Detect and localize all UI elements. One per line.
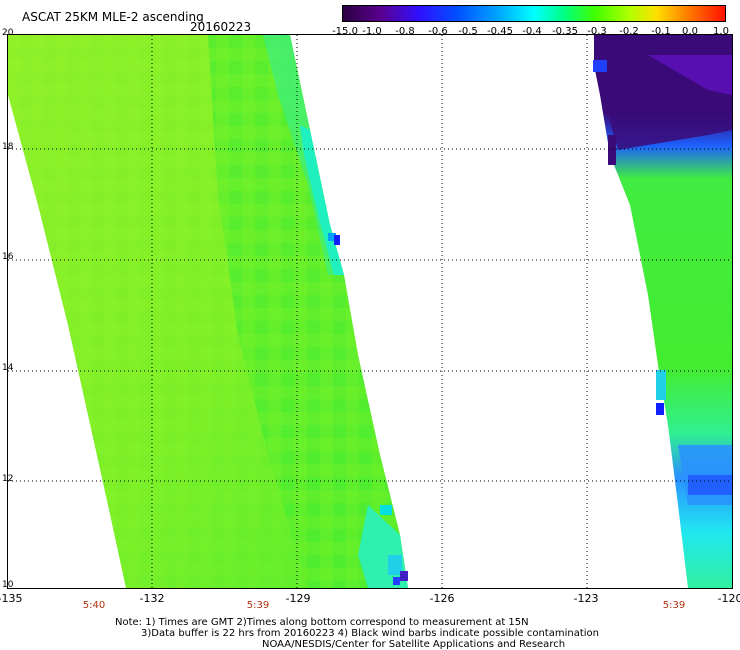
colorbar-label: 1.0 [713, 26, 729, 37]
lat-label: 10 [2, 580, 14, 590]
note-line-3: NOAA/NESDIS/Center for Satellite Applica… [262, 639, 566, 650]
lat-label: 18 [2, 142, 14, 152]
lat-label: 14 [2, 363, 14, 373]
map-plot [7, 34, 733, 589]
lon-label: -132 [139, 592, 165, 605]
colorbar-label: -1.0 [362, 26, 382, 37]
map-date: 20160223 [190, 20, 252, 34]
colorbar-label: 0.0 [682, 26, 698, 37]
colorbar-label: -0.8 [395, 26, 415, 37]
time-label: 5:40 [82, 600, 106, 611]
map-title: ASCAT 25KM MLE-2 ascending [22, 10, 204, 24]
lon-label: -120 [717, 592, 740, 605]
colorbar-label: -15.0 [332, 26, 358, 37]
lat-label: 20 [2, 28, 14, 38]
lon-label: -135 [0, 592, 23, 605]
colorbar-label: -0.3 [587, 26, 607, 37]
time-label: 5:39 [246, 600, 270, 611]
colorbar-label: -0.1 [651, 26, 671, 37]
lon-label: -129 [285, 592, 311, 605]
lon-label: -123 [573, 592, 599, 605]
graticule [8, 35, 732, 588]
note-line-1: Note: 1) Times are GMT 2)Times along bot… [115, 617, 529, 628]
colorbar-label: -0.2 [619, 26, 639, 37]
colorbar [342, 5, 726, 22]
colorbar-label: -0.6 [428, 26, 448, 37]
lat-label: 12 [2, 474, 14, 484]
colorbar-gradient [343, 6, 725, 21]
colorbar-label: -0.35 [552, 26, 578, 37]
lat-label: 16 [2, 252, 14, 262]
colorbar-label: -0.4 [522, 26, 542, 37]
time-label: 5:39 [662, 600, 686, 611]
note-line-2: 3)Data buffer is 22 hrs from 20160223 4)… [141, 628, 599, 639]
map-canvas [8, 35, 732, 588]
lon-label: -126 [429, 592, 455, 605]
colorbar-label: -0.45 [487, 26, 513, 37]
colorbar-label: -0.5 [458, 26, 478, 37]
